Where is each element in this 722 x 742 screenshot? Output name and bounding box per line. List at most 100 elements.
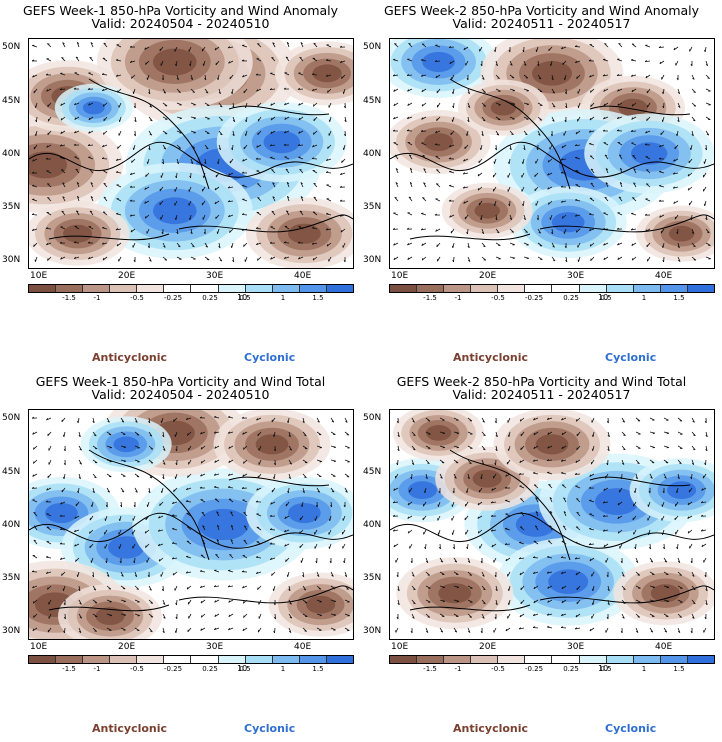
wind-arrow-head — [532, 459, 536, 462]
wind-arrow-head — [603, 116, 606, 120]
colorbar-unit: 10 — [237, 293, 248, 302]
wind-arrow-head — [227, 200, 231, 203]
wind-arrow-head — [468, 259, 471, 262]
coastline — [29, 141, 353, 178]
panel-title: GEFS Week-1 850-hPa Vorticity and Wind A… — [22, 3, 339, 18]
wind-arrow-head — [59, 557, 63, 560]
colorbar — [28, 284, 354, 293]
wind-arrow-head — [602, 227, 606, 230]
cyclonic-area — [152, 197, 197, 225]
wind-arrow-head — [658, 46, 662, 48]
wind-arrow-head — [408, 42, 411, 45]
wind-arrow-head — [672, 172, 676, 175]
wind-arrow-head — [76, 42, 80, 45]
wind-arrow-head — [317, 574, 320, 577]
wind-arrow-head — [341, 160, 343, 163]
wind-arrow-head — [606, 574, 609, 578]
wind-arrow-head — [456, 586, 459, 589]
wind-arrow-head — [77, 195, 80, 199]
wind-arrow-head — [687, 530, 690, 534]
wind-arrow-head — [393, 117, 396, 120]
wind-arrow-head — [102, 104, 105, 107]
wind-arrow-head — [495, 434, 498, 438]
wind-arrow-head — [78, 476, 81, 480]
wind-arrow-head — [413, 448, 416, 451]
wind-arrow-head — [422, 197, 425, 199]
wind-arrow-head — [284, 131, 287, 134]
wind-arrow-head — [178, 147, 181, 149]
vorticity-field — [390, 39, 714, 268]
wind-arrow-head — [606, 462, 608, 466]
wind-arrow-head — [32, 628, 35, 631]
colorbar-swatch — [552, 285, 580, 292]
wind-arrow-head — [135, 420, 138, 423]
colorbar-swatch — [498, 285, 526, 292]
wind-arrow-head — [575, 419, 578, 422]
wind-arrow-head — [690, 217, 692, 221]
wind-arrow-head — [117, 90, 119, 93]
wind-arrow-head — [227, 585, 231, 588]
wind-arrow-head — [676, 77, 679, 81]
wind-arrow-head — [312, 144, 315, 148]
colorbar-tick: 0.5 — [600, 294, 612, 302]
wind-arrow-head — [123, 446, 126, 449]
wind-arrow-head — [339, 199, 343, 202]
wind-arrow-head — [575, 230, 578, 233]
wind-arrow-head — [467, 245, 470, 249]
colorbar-swatch — [164, 656, 192, 663]
wind-arrow-head — [284, 117, 287, 120]
wind-arrow-head — [255, 500, 259, 503]
coastline — [228, 105, 330, 116]
wind-arrow-head — [533, 600, 536, 604]
wind-arrow-head — [33, 461, 35, 464]
wind-arrow-head — [257, 258, 259, 261]
lat-label: 45N — [2, 467, 21, 477]
wind-arrow-head — [34, 105, 37, 108]
wind-arrow-head — [421, 243, 424, 246]
wind-arrow-head — [242, 159, 245, 162]
wind-arrow-head — [149, 588, 152, 591]
wind-arrow-head — [560, 556, 564, 558]
vorticity-map — [389, 38, 715, 269]
wind-arrow-head — [451, 245, 454, 248]
colorbar-tick: 1.5 — [673, 665, 685, 673]
wind-arrow-head — [88, 131, 91, 134]
wind-arrow-head — [676, 133, 678, 137]
wind-arrow-head — [227, 473, 231, 476]
wind-arrow-head — [689, 147, 692, 150]
anticyclonic-label: Anticyclonic — [92, 722, 168, 735]
colorbar-swatch — [444, 656, 472, 663]
wind-arrow-head — [255, 73, 259, 76]
wind-arrow-head — [412, 574, 415, 577]
wind-arrow-head — [213, 627, 217, 630]
wind-arrow-head — [74, 529, 77, 533]
wind-arrow-head — [645, 229, 648, 232]
wind-arrow-head — [76, 210, 79, 213]
wind-arrow-head — [272, 196, 275, 199]
wind-arrow-head — [202, 525, 205, 528]
wind-arrow-head — [79, 616, 82, 619]
wind-arrow-head — [393, 89, 396, 92]
wind-arrow-head — [507, 602, 510, 605]
wind-arrow-head — [620, 560, 623, 564]
wind-arrow-head — [189, 175, 191, 179]
wind-arrow-head — [413, 434, 416, 437]
wind-arrow-head — [74, 131, 77, 134]
wind-arrow-head — [603, 544, 606, 548]
wind-arrow-head — [546, 625, 550, 628]
lat-label: 35N — [363, 573, 382, 583]
wind-arrow-head — [691, 231, 695, 234]
wind-arrow-head — [315, 504, 318, 508]
wind-arrow-head — [519, 460, 522, 463]
wind-arrow-head — [482, 77, 485, 80]
wind-arrow-head — [617, 89, 620, 92]
wind-arrow-head — [644, 60, 648, 63]
wind-arrow-head — [311, 157, 315, 159]
panel-valid-dates: Valid: 20240511 - 20240517 — [452, 16, 631, 31]
wind-arrow-head — [490, 529, 494, 532]
lat-label: 35N — [363, 202, 382, 212]
wind-arrow-head — [101, 157, 105, 159]
wind-arrow-head — [213, 486, 217, 488]
wind-arrow-head — [269, 528, 273, 530]
wind-arrow-head — [103, 182, 106, 185]
